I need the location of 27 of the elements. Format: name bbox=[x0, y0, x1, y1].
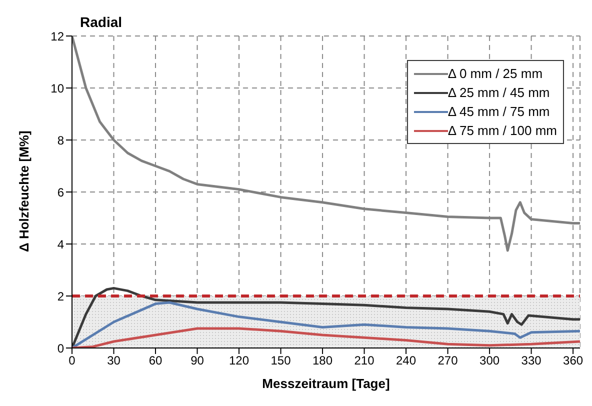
y-tick-label: 10 bbox=[50, 81, 64, 96]
y-tick-label: 0 bbox=[57, 341, 64, 356]
x-tick-label: 60 bbox=[148, 354, 162, 368]
y-tick-label: 2 bbox=[57, 289, 64, 304]
x-tick-label: 240 bbox=[396, 354, 416, 368]
legend-label: Δ 45 mm / 75 mm bbox=[448, 104, 550, 119]
x-tick-label: 300 bbox=[480, 354, 500, 368]
y-axis-title: Δ Holzfeuchte [M%] bbox=[16, 130, 32, 252]
y-tick-label: 6 bbox=[57, 185, 64, 200]
x-tick-label: 180 bbox=[312, 354, 333, 368]
x-axis-title: Messzeitraum [Tage] bbox=[262, 376, 390, 391]
x-tick-label: 120 bbox=[229, 354, 250, 368]
x-tick-label: 330 bbox=[521, 354, 542, 368]
y-tick-label: 8 bbox=[57, 133, 64, 148]
y-tick-label: 12 bbox=[50, 29, 64, 44]
x-tick-label: 30 bbox=[107, 354, 121, 368]
legend-label: Δ 25 mm / 45 mm bbox=[448, 85, 550, 100]
x-tick-label: 90 bbox=[190, 354, 204, 368]
y-tick-label: 4 bbox=[57, 237, 64, 252]
x-tick-label: 150 bbox=[270, 354, 292, 368]
x-tick-label: 210 bbox=[354, 354, 375, 368]
x-tick-label: 0 bbox=[68, 354, 76, 368]
legend-label: Δ 75 mm / 100 mm bbox=[448, 123, 557, 138]
x-tick-label: 270 bbox=[438, 354, 458, 368]
chart-title: Radial bbox=[80, 14, 122, 30]
legend-label: Δ 0 mm / 25 mm bbox=[448, 66, 543, 81]
x-tick-label: 360 bbox=[563, 354, 584, 368]
